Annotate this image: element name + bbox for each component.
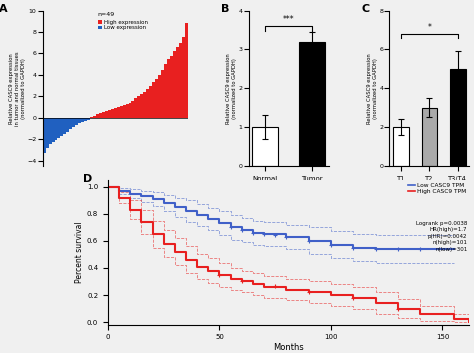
Bar <box>146 89 149 118</box>
Y-axis label: Relative CASC9 expression
(normalized to GAPDH): Relative CASC9 expression (normalized to… <box>367 53 378 124</box>
Bar <box>176 47 179 118</box>
Bar <box>164 64 167 118</box>
Bar <box>126 104 128 118</box>
Text: Logrank p=0.0038
HR(high)=1.7
p(HR)=0.0042
n(high)=101
n(low)=301: Logrank p=0.0038 HR(high)=1.7 p(HR)=0.00… <box>416 221 467 252</box>
Bar <box>48 118 52 144</box>
Bar <box>90 116 93 118</box>
Bar <box>161 70 164 118</box>
Bar <box>72 118 75 127</box>
Bar <box>393 127 409 166</box>
Bar <box>117 107 119 118</box>
Bar <box>179 43 182 118</box>
Bar <box>93 115 96 118</box>
Bar <box>128 103 131 118</box>
Bar <box>102 112 105 118</box>
Bar <box>137 96 140 118</box>
Bar <box>114 108 117 118</box>
Bar <box>66 118 69 132</box>
Bar <box>173 51 176 118</box>
Bar <box>52 118 55 142</box>
Bar <box>111 109 114 118</box>
Bar <box>78 118 81 123</box>
X-axis label: Months: Months <box>273 343 304 352</box>
Legend: Low CASC9 TPM, High CASC9 TPM: Low CASC9 TPM, High CASC9 TPM <box>408 183 466 194</box>
Bar <box>108 110 111 118</box>
Bar <box>119 106 123 118</box>
Y-axis label: Relative CASC9 expression
in tumor and normal tissues
(normalized to GAPDH): Relative CASC9 expression in tumor and n… <box>9 51 26 126</box>
Bar <box>96 114 99 118</box>
Bar <box>43 118 46 153</box>
Text: B: B <box>221 4 229 14</box>
Legend: High expression, Low expression: High expression, Low expression <box>98 19 148 30</box>
Text: C: C <box>362 4 370 14</box>
Y-axis label: Relative CASC9 expression
(normalized to GAPDH): Relative CASC9 expression (normalized to… <box>226 53 237 124</box>
Bar <box>135 98 137 118</box>
Text: *: * <box>428 23 431 32</box>
Bar <box>99 113 102 118</box>
Bar <box>87 118 90 120</box>
Bar <box>143 92 146 118</box>
Bar <box>69 118 72 130</box>
Bar <box>299 42 325 166</box>
Bar <box>75 118 78 125</box>
Bar <box>131 101 135 118</box>
Bar <box>46 118 48 148</box>
Bar <box>421 108 437 166</box>
Bar <box>167 59 170 118</box>
Bar <box>140 94 143 118</box>
Bar <box>158 75 161 118</box>
Bar <box>450 69 465 166</box>
Bar <box>170 55 173 118</box>
Bar <box>60 118 64 136</box>
Text: D: D <box>82 174 92 184</box>
Bar <box>57 118 60 138</box>
Text: n=49: n=49 <box>98 12 115 17</box>
Text: ***: *** <box>283 15 294 24</box>
Bar <box>152 82 155 118</box>
Bar <box>252 127 278 166</box>
Bar <box>182 37 185 118</box>
Bar <box>155 79 158 118</box>
Bar <box>185 23 188 118</box>
Bar <box>81 118 84 122</box>
Y-axis label: Percent survival: Percent survival <box>75 222 84 283</box>
Text: A: A <box>0 4 8 14</box>
Bar <box>55 118 57 140</box>
Bar <box>123 105 126 118</box>
Bar <box>105 111 108 118</box>
Bar <box>149 85 152 118</box>
Bar <box>84 118 87 121</box>
Bar <box>64 118 66 134</box>
